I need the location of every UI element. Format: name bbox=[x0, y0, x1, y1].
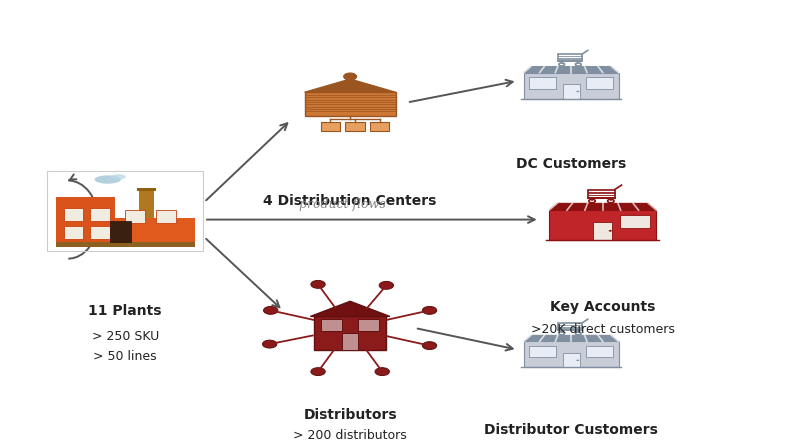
Bar bbox=[620, 215, 650, 228]
Polygon shape bbox=[310, 301, 390, 317]
Bar bbox=[137, 188, 157, 191]
Bar bbox=[358, 319, 379, 331]
Bar bbox=[56, 197, 114, 243]
Polygon shape bbox=[549, 203, 657, 210]
Bar bbox=[588, 190, 615, 198]
Bar bbox=[593, 222, 612, 240]
Circle shape bbox=[422, 342, 436, 350]
Text: Distributors: Distributors bbox=[304, 408, 397, 422]
Text: > 250 SKU: > 250 SKU bbox=[91, 330, 159, 343]
Bar bbox=[125, 210, 145, 223]
Bar bbox=[91, 208, 110, 222]
Circle shape bbox=[262, 340, 277, 348]
Circle shape bbox=[343, 73, 357, 80]
Ellipse shape bbox=[111, 174, 126, 180]
Bar bbox=[157, 210, 176, 223]
Bar bbox=[48, 171, 203, 251]
Bar bbox=[56, 204, 114, 243]
Polygon shape bbox=[524, 66, 619, 73]
Bar bbox=[587, 346, 613, 358]
Text: DC Customers: DC Customers bbox=[516, 157, 626, 171]
Bar bbox=[563, 353, 580, 368]
Circle shape bbox=[311, 368, 325, 376]
Circle shape bbox=[375, 368, 390, 376]
Circle shape bbox=[379, 281, 394, 289]
Polygon shape bbox=[524, 335, 619, 341]
Bar bbox=[563, 84, 580, 99]
Bar bbox=[370, 122, 390, 131]
Circle shape bbox=[422, 306, 436, 314]
Bar bbox=[558, 54, 582, 62]
Text: 11 Plants: 11 Plants bbox=[88, 304, 162, 318]
Circle shape bbox=[311, 281, 325, 288]
Bar bbox=[304, 92, 396, 116]
Bar bbox=[320, 122, 340, 131]
Circle shape bbox=[263, 306, 278, 314]
Bar bbox=[91, 226, 110, 240]
Bar bbox=[529, 77, 556, 89]
Text: > 200 distributors: > 200 distributors bbox=[293, 429, 407, 442]
Bar bbox=[343, 333, 358, 350]
Text: Distributor Customers: Distributor Customers bbox=[484, 423, 658, 438]
Text: Key Accounts: Key Accounts bbox=[550, 300, 655, 314]
Bar bbox=[64, 226, 83, 240]
Text: product flows: product flows bbox=[299, 198, 386, 211]
Bar bbox=[64, 208, 83, 222]
Text: 4 Distribution Centers: 4 Distribution Centers bbox=[263, 194, 436, 207]
Bar bbox=[110, 222, 130, 243]
Bar bbox=[549, 210, 657, 240]
Circle shape bbox=[609, 230, 612, 231]
Bar bbox=[529, 346, 556, 358]
Bar bbox=[524, 73, 619, 99]
Ellipse shape bbox=[95, 175, 121, 184]
Bar bbox=[587, 77, 613, 89]
Bar bbox=[314, 317, 386, 350]
Bar bbox=[558, 323, 582, 330]
Circle shape bbox=[576, 359, 580, 361]
Bar bbox=[321, 319, 343, 331]
Circle shape bbox=[576, 91, 580, 92]
Polygon shape bbox=[304, 79, 396, 92]
Bar bbox=[56, 243, 195, 247]
Bar bbox=[139, 189, 154, 218]
Text: >20K direct customers: >20K direct customers bbox=[531, 323, 675, 336]
Bar bbox=[524, 341, 619, 368]
Polygon shape bbox=[56, 197, 114, 204]
Bar bbox=[114, 218, 195, 243]
Bar bbox=[345, 122, 365, 131]
Text: > 50 lines: > 50 lines bbox=[93, 350, 157, 363]
